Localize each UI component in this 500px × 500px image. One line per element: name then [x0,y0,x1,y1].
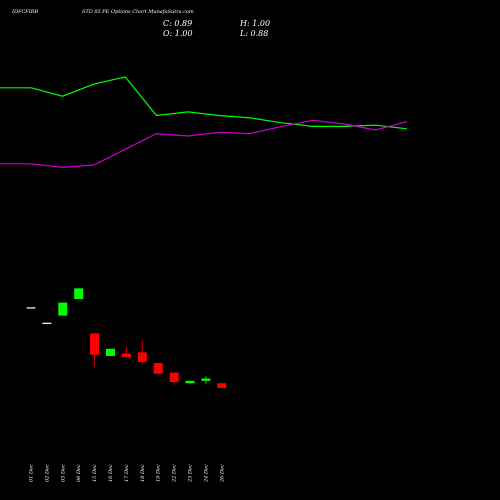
chart-title: STD 85 PE Options Chart MunafaSutra.com [82,9,194,15]
x-tick-label-3: 06 Dec [76,464,82,482]
candle-body-12 [217,383,227,388]
x-tick-label-6: 17 Dec [124,464,130,482]
candle-body-0 [26,307,36,309]
line-series-1 [0,119,408,169]
open-value: O: 1.00 [163,29,193,38]
candle-body-10 [185,380,195,384]
high-value: H: 1.00 [240,19,271,28]
candle-body-1 [42,322,52,324]
x-tick-label-0: 01 Dec [29,464,35,482]
x-tick-label-5: 16 Dec [108,464,114,482]
x-tick-label-1: 02 Dec [44,464,50,482]
candle-body-5 [106,348,115,356]
low-value: L: 0.88 [240,29,269,38]
x-tick-label-12: 26 Dec [219,464,225,483]
candle-body-8 [153,363,163,374]
x-tick-label-11: 24 Dec [203,464,209,483]
candle-body-9 [169,372,179,383]
candle-body-7 [137,352,147,362]
close-value: C: 0.89 [163,19,193,28]
x-tick-label-4: 15 Dec [92,464,98,482]
x-tick-label-10: 23 Dec [188,464,194,483]
candle-body-2 [58,302,68,316]
candle-body-6 [121,353,131,358]
symbol-label: IDFCFIRB [12,9,39,15]
candle-body-11 [201,378,211,381]
line-series-0 [0,76,407,130]
x-tick-label-9: 22 Dec [172,464,178,483]
candle-body-3 [74,288,84,300]
x-tick-label-7: 18 Dec [140,464,146,482]
x-tick-label-8: 19 Dec [156,464,162,482]
candle-body-4 [90,333,100,355]
x-tick-label-2: 03 Dec [60,464,66,482]
